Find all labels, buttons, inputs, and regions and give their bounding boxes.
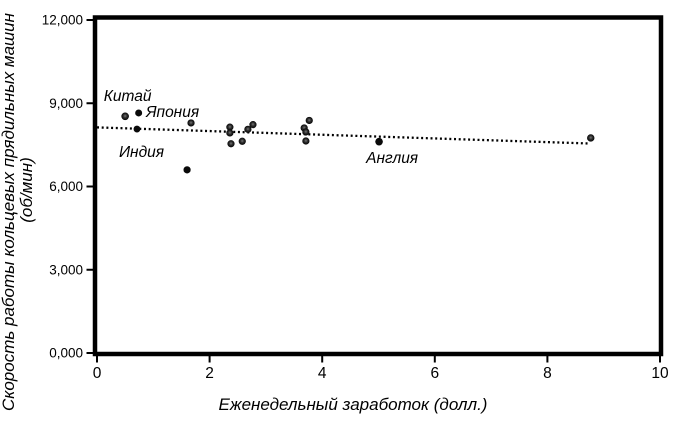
- data-point: [227, 140, 235, 148]
- data-point: [302, 137, 310, 145]
- y-axis-title-line2: (об/мин): [17, 157, 36, 223]
- data-point: [305, 116, 313, 125]
- x-tick-label: 0: [93, 365, 102, 382]
- y-tick-label: 3,000: [49, 262, 83, 277]
- x-tick-label: 8: [543, 365, 552, 382]
- country-label: Англия: [365, 150, 418, 167]
- country-label: Китай: [104, 88, 152, 105]
- data-point: [375, 137, 383, 146]
- data-point: [249, 121, 257, 129]
- y-axis-ticks: 0,000 3,000 6,000 9,000 12,000: [42, 13, 93, 361]
- y-tick-label: 12,000: [42, 13, 83, 28]
- data-point: [226, 129, 234, 137]
- y-axis-title-line1: Скорость работы кольцевых прядильных маш…: [0, 12, 18, 411]
- x-axis-ticks: 0 2 4 6 8 10: [93, 356, 669, 382]
- y-tick-label: 6,000: [49, 179, 83, 194]
- country-label: Индия: [119, 144, 164, 161]
- data-point: [135, 109, 143, 117]
- x-tick-label: 2: [205, 365, 214, 382]
- data-point: [187, 119, 195, 127]
- data-point: [587, 134, 595, 142]
- x-tick-label: 6: [430, 365, 439, 382]
- x-tick-label: 10: [651, 365, 669, 382]
- data-point: [238, 137, 246, 145]
- x-tick-label: 4: [318, 365, 327, 382]
- y-tick-label: 9,000: [49, 96, 83, 111]
- data-point: [302, 128, 310, 136]
- data-point: [121, 112, 129, 121]
- data-points: [121, 109, 595, 174]
- plot-area-border: [92, 15, 664, 357]
- x-axis-title: Еженедельный заработок (долл.): [219, 395, 488, 414]
- y-tick-label: 0,000: [49, 346, 83, 361]
- data-point: [133, 125, 141, 133]
- country-label: Япония: [145, 104, 199, 121]
- trend-line: [96, 126, 590, 145]
- data-point: [244, 125, 252, 133]
- data-point: [183, 166, 191, 174]
